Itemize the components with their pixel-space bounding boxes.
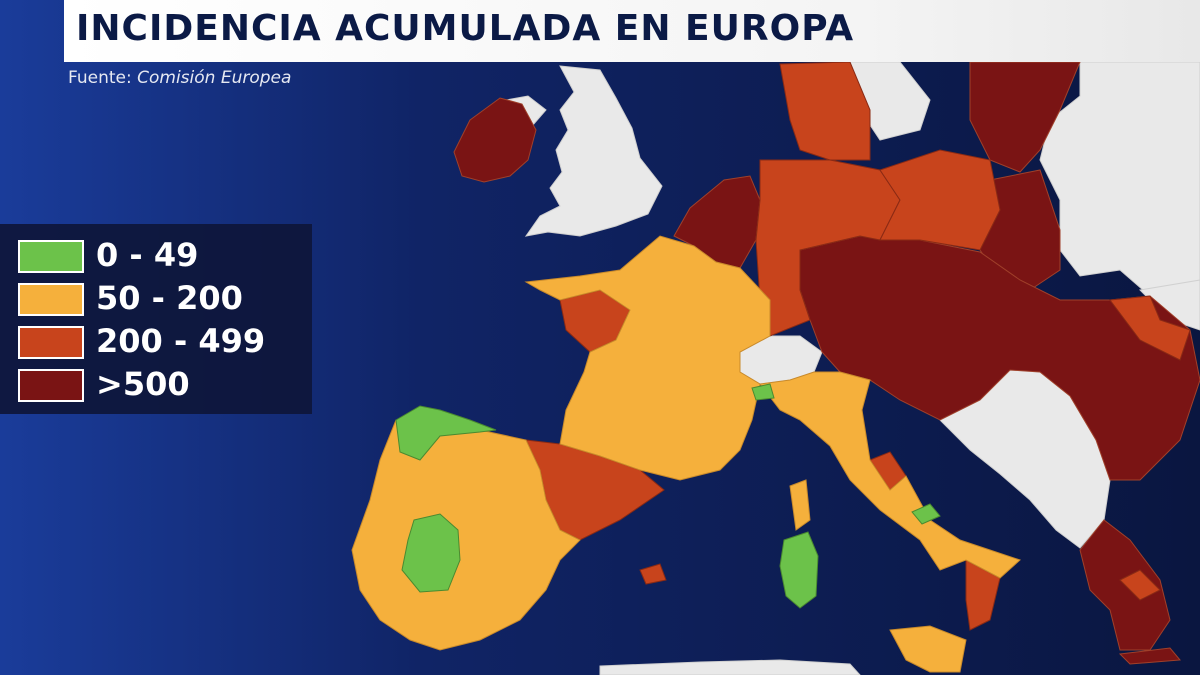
region-greek-islands bbox=[1119, 569, 1161, 601]
region-benelux bbox=[673, 175, 761, 269]
region-north-africa bbox=[599, 659, 861, 675]
source-line: Fuente: Comisión Europea bbox=[68, 68, 291, 88]
region-extremadura bbox=[401, 513, 461, 593]
page-title: INCIDENCIA ACUMULADA EN EUROPA bbox=[76, 8, 855, 49]
legend-swatch bbox=[18, 283, 84, 316]
incidence-200-499 bbox=[525, 61, 1191, 631]
region-france bbox=[524, 235, 771, 481]
map-legend: 0 - 49 50 - 200 200 - 499 >500 bbox=[0, 224, 312, 414]
legend-swatch bbox=[18, 369, 84, 402]
region-molise bbox=[911, 503, 941, 525]
legend-swatch bbox=[18, 240, 84, 273]
region-great-britain bbox=[524, 65, 663, 237]
legend-label: >500 bbox=[96, 365, 190, 403]
region-corsica bbox=[789, 479, 811, 531]
region-spain bbox=[351, 419, 581, 651]
source-label: Fuente: bbox=[68, 68, 132, 88]
region-crete bbox=[1118, 647, 1182, 665]
incidence-50-200 bbox=[351, 235, 1021, 673]
legend-label: 200 - 499 bbox=[96, 322, 266, 360]
region-italy bbox=[759, 371, 1021, 579]
source-name: Comisión Europea bbox=[137, 68, 292, 88]
legend-label: 50 - 200 bbox=[96, 279, 243, 317]
region-galicia-asturias bbox=[395, 405, 497, 461]
region-poland bbox=[879, 149, 1001, 251]
region-denmark-sweden bbox=[779, 61, 871, 161]
region-sicily bbox=[889, 625, 967, 673]
region-ukraine bbox=[1109, 295, 1191, 361]
legend-label: 0 - 49 bbox=[96, 236, 199, 274]
region-ireland bbox=[453, 97, 537, 183]
title-bar: INCIDENCIA ACUMULADA EN EUROPA bbox=[64, 0, 1200, 62]
incidence-0-49 bbox=[395, 383, 941, 609]
legend-swatch bbox=[18, 326, 84, 359]
region-aosta bbox=[751, 383, 775, 401]
region-sardinia bbox=[779, 531, 819, 609]
region-baltics-belarus bbox=[969, 61, 1081, 173]
region-balearic bbox=[639, 563, 667, 585]
incidence-over-500 bbox=[453, 61, 1200, 665]
